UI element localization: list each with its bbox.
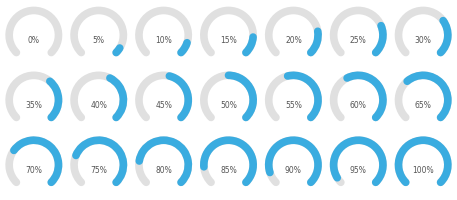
Text: 100%: 100% [412,166,434,175]
Text: 35%: 35% [26,101,42,110]
Text: 75%: 75% [90,166,107,175]
Text: 60%: 60% [350,101,367,110]
Text: 40%: 40% [90,101,107,110]
Text: 5%: 5% [93,36,105,45]
Text: 25%: 25% [350,36,367,45]
Text: 70%: 70% [26,166,42,175]
Text: 50%: 50% [220,101,237,110]
Text: 15%: 15% [220,36,237,45]
Text: 90%: 90% [285,166,302,175]
Text: 20%: 20% [285,36,302,45]
Text: 55%: 55% [285,101,302,110]
Text: 95%: 95% [350,166,367,175]
Text: 65%: 65% [415,101,431,110]
Text: 80%: 80% [155,166,172,175]
Text: 30%: 30% [415,36,431,45]
Text: 0%: 0% [28,36,40,45]
Text: 10%: 10% [155,36,172,45]
Text: 85%: 85% [220,166,237,175]
Text: 45%: 45% [155,101,172,110]
